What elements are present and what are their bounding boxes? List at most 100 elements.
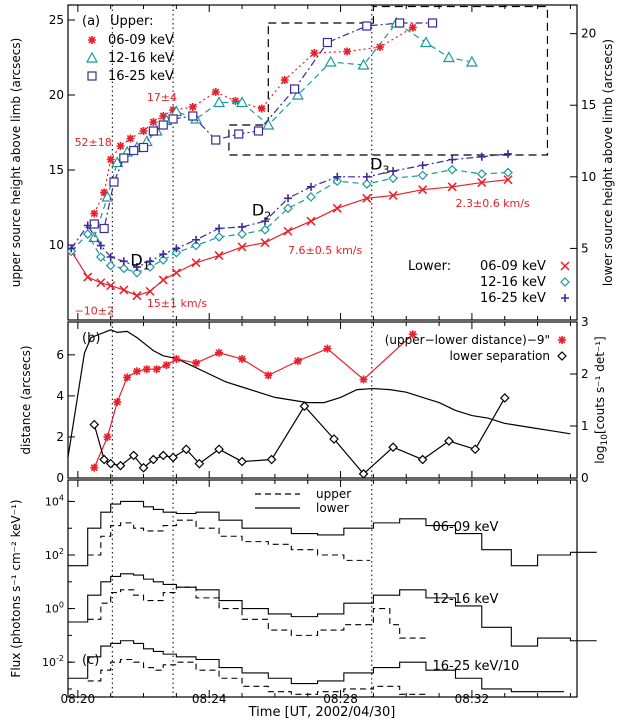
panel-b-ylabel-left: distance (arcsecs) [19, 345, 33, 454]
upper-series-point [362, 21, 372, 31]
lower-series-point [132, 263, 141, 272]
legend-marker [560, 261, 570, 271]
upper-series-point [116, 142, 125, 150]
distance-series-point [388, 442, 398, 453]
distance-series-point [181, 444, 192, 455]
legend-marker [558, 336, 566, 344]
lower-series-point [118, 263, 129, 274]
lower-series-point [96, 278, 106, 288]
upper-series-point [99, 223, 109, 234]
lower-series-point [96, 241, 105, 250]
legend-marker [557, 351, 567, 361]
lower-series-point [362, 172, 371, 181]
lower-series-point [503, 175, 513, 185]
upper-series-point [442, 51, 455, 63]
lower-series-point [418, 161, 427, 170]
panel-b-right-tick-label: 0 [581, 471, 589, 485]
lower-series-point [132, 267, 142, 278]
panel-a-left-tick-label: 10 [49, 238, 64, 252]
lower-series-point [171, 247, 182, 258]
upper-series-point [100, 188, 109, 197]
upper-series-point [322, 37, 333, 48]
upper-series-point [138, 142, 149, 153]
upper-series-point [253, 126, 264, 136]
distance-series-point [192, 359, 201, 368]
x-tick-label: 08:32 [455, 692, 490, 706]
lower-series-point [447, 182, 457, 192]
upper-series-point [169, 106, 178, 114]
upper-series-point [234, 129, 244, 139]
lower-series-point [83, 221, 92, 230]
distance-series-point [358, 469, 369, 479]
d-label: D1 [130, 251, 149, 273]
x-tick-label: 08:28 [323, 692, 358, 706]
flux-upper-line [87, 586, 426, 639]
lower-legend-title: Lower: [408, 259, 451, 274]
distance-series-point [142, 365, 151, 374]
upper-series-point [357, 58, 370, 70]
distance-series-point [152, 365, 161, 374]
upper-series-point [129, 145, 139, 156]
lower-series-point [389, 167, 398, 176]
panel-c-tick-label: 102 [45, 547, 64, 562]
rate-annotation: −10±2 [75, 304, 114, 317]
lower-series-point [418, 185, 428, 195]
distance-series-point [329, 434, 339, 444]
lower-series-point [215, 224, 224, 233]
panel-a-left-tick-label: 15 [49, 163, 64, 177]
upper-series-point [139, 127, 148, 135]
panel-a-left-tick-label: 20 [49, 88, 64, 102]
lower-series-point [158, 275, 168, 285]
lower-series-point [332, 203, 342, 213]
distance-series-point [123, 373, 132, 382]
legend-entry: 12-16 keV [108, 51, 174, 66]
lower-series-point [146, 257, 155, 266]
upper-series-point [90, 209, 99, 218]
lower-series-point [105, 260, 116, 271]
lower-series-point [388, 173, 398, 184]
lower-series-point [477, 152, 486, 161]
panel-b-left-tick-label: 4 [56, 389, 64, 403]
flux-lower-line [68, 573, 597, 647]
distance-series-point [266, 454, 277, 465]
distance-series-point [417, 454, 428, 465]
panel-c-ylabel: Flux (photons s⁻¹ cm⁻² keV⁻¹) [9, 499, 23, 677]
upper-series-point [211, 135, 221, 145]
rate-annotation: 17±4 [147, 91, 177, 104]
distance-series-point [128, 450, 139, 461]
upper-series-point [159, 112, 168, 120]
panel-label: (b) [82, 331, 100, 346]
distance-series-point [148, 454, 159, 465]
upper-series-point [236, 96, 249, 108]
upper-series-point [168, 114, 178, 124]
panel-b-right-tick-label: 3 [581, 315, 589, 329]
distance-series-point [105, 458, 116, 469]
lower-series-point [477, 178, 487, 188]
distance-series-point [323, 344, 332, 353]
legend-marker [87, 71, 97, 81]
upper-series-point [109, 177, 119, 187]
x-tick-label: 08:20 [61, 692, 96, 706]
lower-series-point [388, 190, 398, 200]
legend-marker [85, 51, 99, 63]
upper-series-point [149, 118, 158, 126]
distance-series-point [115, 460, 126, 471]
panel-a-right-tick-label: 15 [581, 98, 596, 112]
lower-series-point [284, 194, 293, 203]
lower-series-point [283, 203, 293, 214]
flux-lower-line [68, 640, 564, 693]
distance-series-point [264, 371, 273, 380]
lower-series-point [260, 238, 270, 248]
lower-series-point [191, 258, 201, 268]
dashed-box [228, 5, 549, 156]
lower-series-point [448, 155, 457, 164]
distance-series-point [158, 450, 169, 461]
lower-series-point [192, 235, 201, 244]
distance-series-point [499, 393, 510, 403]
lower-series-point [132, 291, 142, 301]
lower-series-point [214, 251, 224, 261]
upper-series-point [126, 134, 135, 143]
lower-series-point [361, 179, 372, 189]
x-axis: 08:20 08:24 08:28 08:32 [61, 692, 490, 706]
